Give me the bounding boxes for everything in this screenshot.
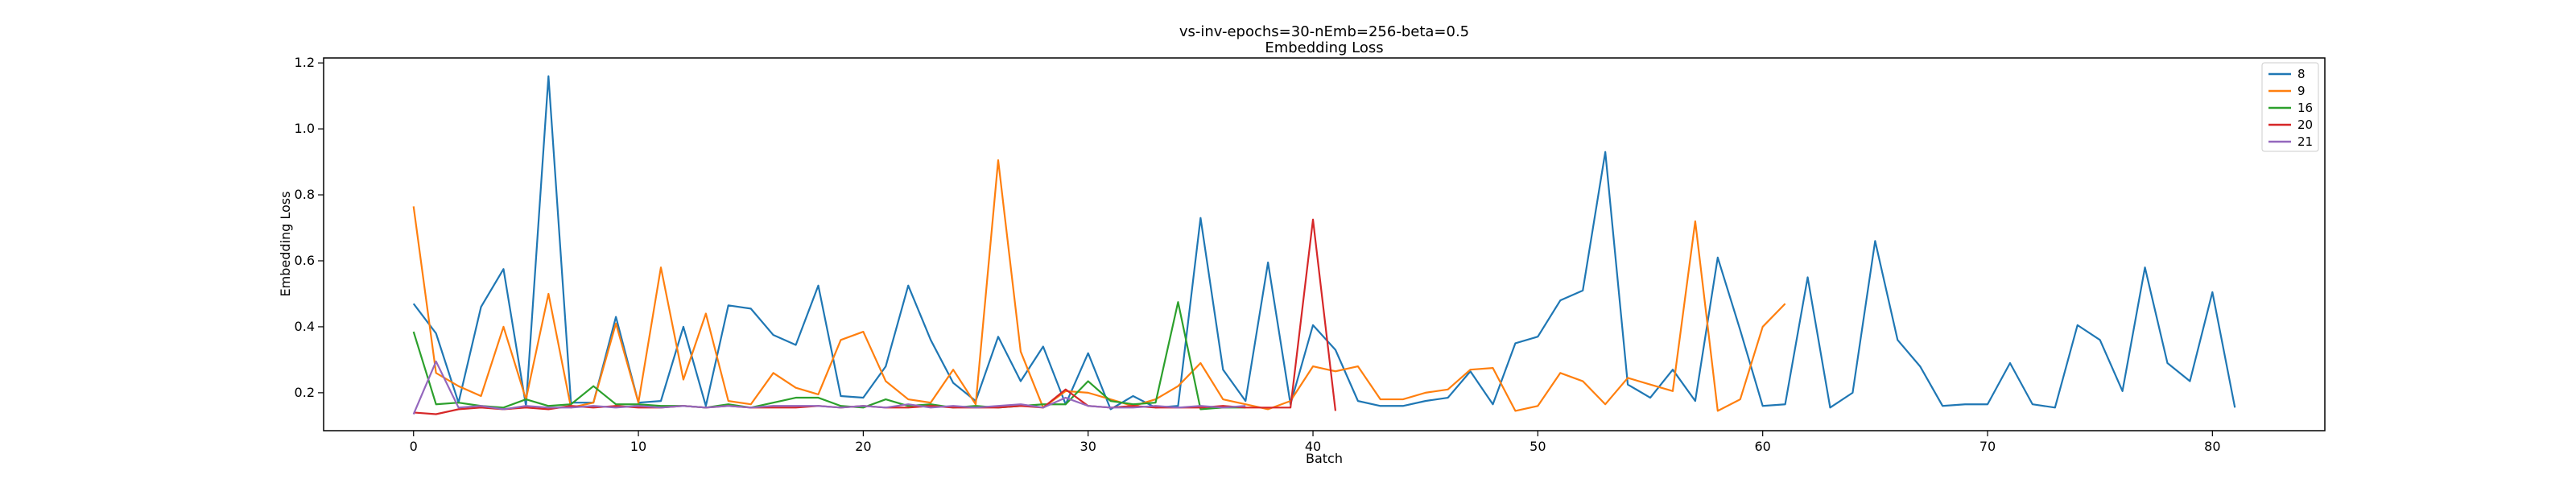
- x-tick-label: 0: [410, 439, 418, 454]
- legend-label: 16: [2297, 101, 2313, 115]
- legend-label: 8: [2297, 67, 2306, 81]
- plot-frame: [323, 57, 2326, 431]
- series-line-8: [412, 75, 2236, 411]
- x-tick-label: 40: [1305, 439, 1321, 454]
- x-tick-label: 20: [855, 439, 871, 454]
- x-axis: 0 10 20 30 40 50 60 70 80: [410, 431, 2221, 454]
- x-tick-label: 10: [630, 439, 646, 454]
- x-axis-label: Batch: [1306, 451, 1343, 466]
- chart-subtitle: Embedding Loss: [1265, 39, 1383, 56]
- y-tick-label: 0.6: [295, 253, 315, 268]
- y-tick-label: 0.2: [295, 385, 315, 400]
- legend-label: 20: [2297, 118, 2313, 132]
- x-tick-label: 50: [1530, 439, 1546, 454]
- y-tick-label: 1.2: [295, 55, 315, 70]
- series-line-16: [412, 301, 1246, 411]
- y-tick-label: 0.4: [295, 319, 315, 334]
- series-line-9: [412, 159, 1786, 412]
- x-tick-label: 80: [2204, 439, 2220, 454]
- x-tick-label: 70: [1979, 439, 1996, 454]
- series-layer: [412, 75, 2236, 415]
- y-axis: 0.2 0.4 0.6 0.8 1.0 1.2: [295, 55, 324, 400]
- legend: 8 9 16 20 21: [2261, 62, 2319, 152]
- y-tick-label: 0.8: [295, 187, 315, 202]
- y-tick-label: 1.0: [295, 121, 315, 136]
- chart-title: vs-inv-epochs=30-nEmb=256-beta=0.5: [1179, 23, 1469, 40]
- legend-label: 21: [2297, 134, 2313, 149]
- y-axis-label: Embedding Loss: [278, 192, 293, 297]
- x-tick-label: 60: [1755, 439, 1771, 454]
- legend-label: 9: [2297, 84, 2306, 98]
- series-line-21: [412, 360, 1246, 415]
- x-tick-label: 30: [1080, 439, 1096, 454]
